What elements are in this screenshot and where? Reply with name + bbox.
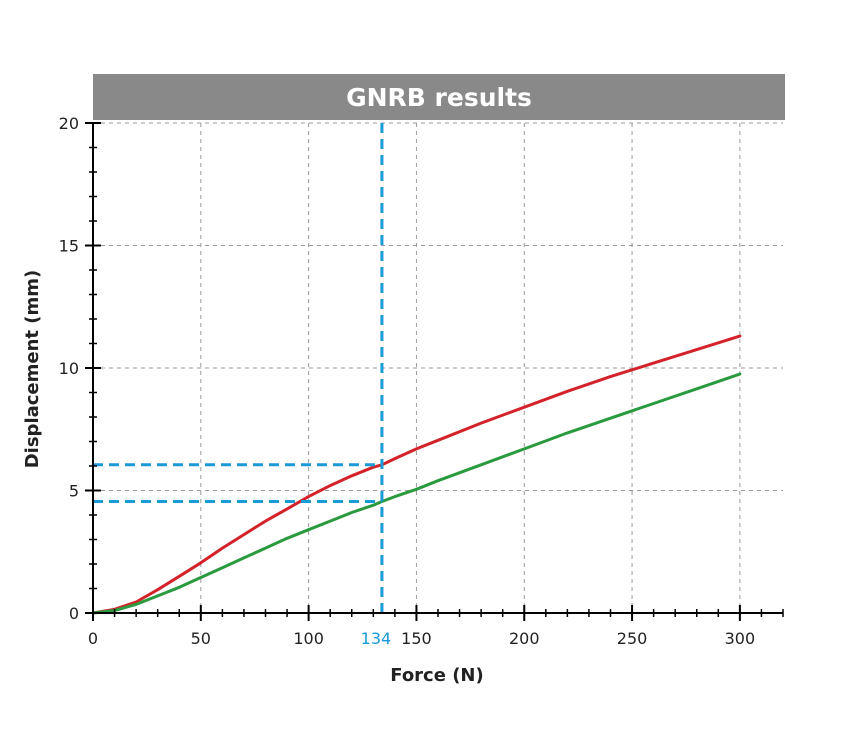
chart-title: GNRB results — [346, 83, 532, 112]
y-axis-label: Displacement (mm) — [22, 270, 43, 469]
x-tick-label: 300 — [725, 629, 756, 648]
x-tick-label: 50 — [191, 629, 211, 648]
x-tick-label: 150 — [401, 629, 432, 648]
x-tick-label: 250 — [617, 629, 648, 648]
y-tick-label: 0 — [69, 604, 79, 623]
y-tick-label: 20 — [59, 114, 79, 133]
x-axis-label: Force (N) — [390, 665, 483, 686]
reference-lines — [93, 123, 384, 613]
y-tick-label: 10 — [59, 359, 79, 378]
x-marker-label: 134 — [361, 629, 392, 648]
x-tick-label: 0 — [88, 629, 98, 648]
x-tick-label: 200 — [509, 629, 540, 648]
title-bar — [93, 74, 785, 120]
axes: 0 50 100 150 200 250 300 0 5 10 15 20 134 — [59, 114, 784, 648]
x-tick-label: 100 — [293, 629, 324, 648]
series-line-2 — [91, 372, 742, 615]
series-line-1 — [91, 334, 742, 615]
y-tick-label: 15 — [59, 237, 79, 256]
series-lines — [91, 334, 742, 615]
y-tick-label: 5 — [69, 482, 79, 501]
grid-lines — [93, 122, 783, 613]
